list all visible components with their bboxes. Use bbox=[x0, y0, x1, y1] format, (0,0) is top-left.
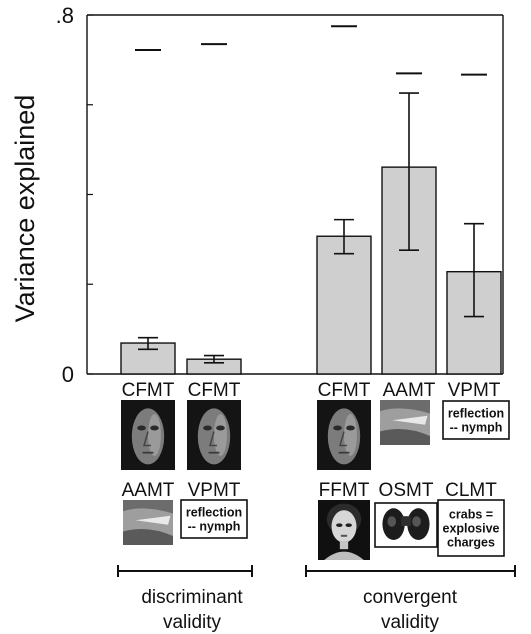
face-icon-highlight bbox=[344, 414, 357, 456]
text-box-stimulus: reflection-- nymph bbox=[180, 499, 248, 539]
female-face-shoulders bbox=[324, 551, 364, 560]
art-icon-stroke bbox=[392, 415, 428, 425]
y-axis-label: Variance explained bbox=[10, 95, 40, 323]
text-box-stimulus: reflection-- nymph bbox=[442, 400, 510, 440]
face-icon-nose bbox=[209, 431, 217, 447]
binoculars-icon bbox=[374, 502, 438, 548]
face-icon-eye bbox=[203, 425, 212, 431]
text-box-line: reflection bbox=[448, 407, 504, 421]
face-icon-mouth bbox=[142, 451, 154, 454]
x-tick-label: VPMT bbox=[448, 380, 501, 401]
stimulus-label: CLMT bbox=[445, 480, 497, 501]
face-icon-mouth bbox=[338, 451, 350, 454]
female-face-head bbox=[331, 510, 357, 543]
group-label: discriminant bbox=[141, 587, 243, 608]
face-icon bbox=[187, 400, 241, 470]
face-icon bbox=[317, 400, 371, 470]
x-tick-label: CFMT bbox=[188, 380, 241, 401]
text-box-frame bbox=[437, 499, 505, 557]
face-icon-eye bbox=[137, 425, 146, 431]
text-box-line: -- nymph bbox=[450, 421, 503, 435]
binoculars-lens bbox=[387, 516, 397, 527]
art-icon-stroke bbox=[123, 528, 173, 545]
y-tick-label: .8 bbox=[56, 3, 74, 28]
text-box-frame bbox=[442, 400, 510, 440]
group-label: convergent bbox=[363, 587, 458, 608]
female-face-icon bbox=[318, 500, 370, 560]
text-box-line: crabs = bbox=[449, 508, 493, 522]
face-icon-eye bbox=[333, 425, 342, 431]
stimulus-label: OSMT bbox=[379, 480, 434, 501]
face-icon-eye bbox=[216, 425, 225, 431]
stimulus-label: FFMT bbox=[319, 480, 370, 501]
face-icon-eye bbox=[150, 425, 159, 431]
face-icon-nose bbox=[143, 431, 151, 447]
x-tick-label: CFMT bbox=[122, 380, 175, 401]
y-tick-label: 0 bbox=[62, 362, 74, 387]
art-icon-stroke bbox=[123, 500, 173, 514]
face-icon-highlight bbox=[148, 414, 161, 456]
text-box-frame bbox=[180, 499, 248, 539]
art-icon-stroke bbox=[135, 515, 171, 525]
text-box-line: reflection bbox=[186, 506, 242, 520]
female-face-eye bbox=[336, 523, 343, 527]
binoculars-lens bbox=[412, 516, 421, 527]
face-icon-eye bbox=[346, 425, 355, 431]
group-label: validity bbox=[381, 612, 440, 633]
group-label: validity bbox=[163, 612, 222, 633]
art-icon-stroke bbox=[380, 428, 430, 445]
stimulus-label: VPMT bbox=[188, 480, 241, 501]
face-icon-nose bbox=[339, 431, 347, 447]
face-icon bbox=[121, 400, 175, 470]
text-box-line: charges bbox=[447, 536, 495, 550]
binoculars-bridge bbox=[401, 516, 411, 526]
face-icon-highlight bbox=[214, 414, 227, 456]
abstract-art-icon bbox=[123, 500, 173, 545]
x-tick-label: AAMT bbox=[383, 380, 436, 401]
text-box-line: -- nymph bbox=[188, 520, 241, 534]
stimulus-label: AAMT bbox=[122, 480, 175, 501]
face-icon-mouth bbox=[208, 451, 220, 454]
abstract-art-icon bbox=[380, 400, 430, 445]
art-icon-stroke bbox=[380, 400, 430, 414]
x-tick-label: CFMT bbox=[318, 380, 371, 401]
female-face-eye bbox=[345, 523, 352, 527]
female-face-mouth bbox=[340, 534, 348, 537]
bar bbox=[316, 235, 372, 375]
text-box-line: explosive bbox=[443, 522, 500, 536]
female-face-neck bbox=[339, 540, 349, 550]
